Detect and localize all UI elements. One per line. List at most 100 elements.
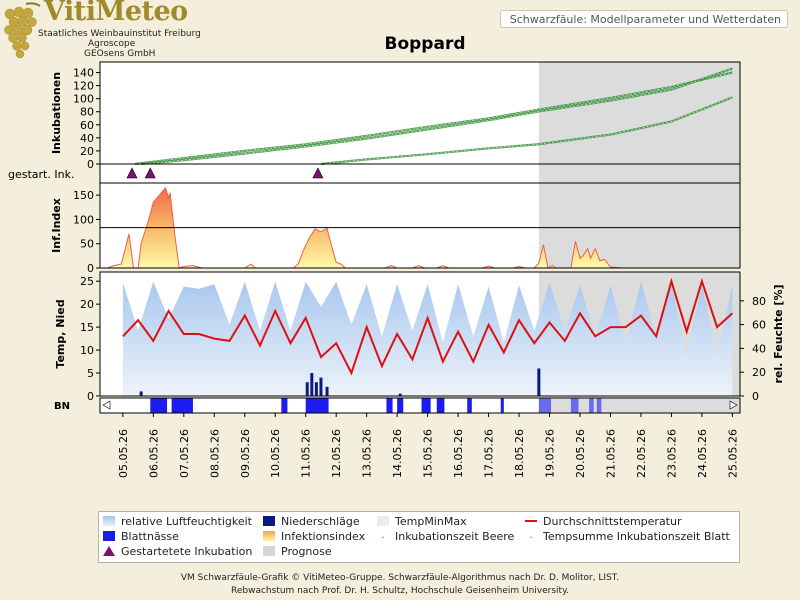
panel-bg-bn [100,398,740,413]
rain-bar [325,386,329,396]
x-tick-label: 12.05.26 [330,429,343,478]
ytick-label: 5 [87,367,94,380]
ytick-label: 150 [73,189,94,202]
ytick-label: 25 [80,275,94,288]
y2tick-label: 0 [752,390,759,403]
leaf-wetness-block [467,398,472,413]
leaf-wetness-block [436,398,445,413]
x-tick-label: 19.05.26 [544,429,557,478]
x-tick-label: 25.05.26 [726,429,739,478]
x-tick-label: 15.05.26 [422,429,435,478]
legend: relative Luftfeuchtigkeit Niederschläge … [98,511,740,563]
x-tick-label: 17.05.26 [483,429,496,478]
leaf-wetness-block [596,398,602,413]
chart-title: Boppard [384,34,466,54]
rain-bar [314,382,318,396]
ytick-label: 50 [80,238,94,251]
legend-label: relative Luftfeuchtigkeit [121,515,252,528]
org-line-2: Agroscope [88,39,136,49]
panel-frame-inf [99,182,741,269]
y2tick-label: 80 [752,295,766,308]
ytick-label: 140 [73,67,94,80]
x-tick-label: 16.05.26 [452,429,465,478]
ytick-label: 100 [73,93,94,106]
x-tick-label: 18.05.26 [513,429,526,478]
legend-label: Niederschläge [281,515,360,528]
ytick-label: 20 [80,145,94,158]
leaf-wetness-block [386,398,393,413]
legend-item-blattnaesse: Blattnässe [103,530,179,544]
x-tick-label: 11.05.26 [300,429,313,478]
prognosis-shade-gst [538,164,740,183]
logo: VitiMeteo Staatliches Weinbauinstitut Fr… [0,0,201,62]
legend-item-luftfeuchte: relative Luftfeuchtigkeit [103,515,252,529]
x-tick-label: 10.05.26 [269,429,282,478]
y2tick-label: 60 [752,319,766,332]
x-tick-label: 14.05.26 [391,429,404,478]
panel-bg-inf [100,183,740,268]
org-line-1: Staatliches Weinbauinstitut Freiburg [38,29,201,39]
legend-label: Infektionsindex [281,530,366,543]
leafwetness-swatch-icon [103,531,115,541]
legend-label: Blattnässe [121,530,179,543]
leaf-wetness-block [570,398,579,413]
leaf-wetness-block [397,398,404,413]
leaf-wetness-block [305,398,329,413]
footer-line-2: Rebwachstum nach Prof. Dr. H. Schultz, H… [231,586,569,596]
x-tick-label: 22.05.26 [635,429,648,478]
prognosis-shade-bn [538,398,740,413]
x-tick-label: 13.05.26 [361,429,374,478]
legend-item-infektionsindex: Infektionsindex [263,530,365,544]
legend-item-gestartete: Gestartetete Inkubation [103,545,252,559]
ylabel-gestartete: gestart. Ink. [8,168,74,181]
prognosis-swatch-icon [263,546,275,556]
incubation-line-hl-1 [134,72,733,165]
legend-label: Inkubationszeit Beere [395,530,515,543]
ytick-label: 0 [87,158,94,171]
leaf-wetness-block [538,398,552,413]
footer-line-1: VM Schwarzfäule-Grafik © VitiMeteo-Grupp… [180,573,620,583]
org-line-3: GEOsens GmbH [84,49,156,59]
ytick-label: 20 [80,298,94,311]
ytick-label: 0 [87,262,94,275]
prognosis-shade-inf [538,183,740,268]
ylabel-infindex: Inf.Index [50,198,63,253]
leaf-wetness-block [589,398,594,413]
ytick-label: 60 [80,119,94,132]
scroll-left-icon [102,400,111,410]
x-tick-label: 05.05.26 [117,429,130,478]
rain-bar [310,373,314,396]
x-tick-label: 07.05.26 [178,429,191,478]
ylabel-bn: BN [54,401,70,412]
rain-bar [305,382,309,396]
x-tick-label: 08.05.26 [208,429,221,478]
legend-label: TempMinMax [395,515,467,528]
leaf-wetness-block [150,398,168,413]
scroll-right-icon [729,400,738,410]
legend-label: Prognose [281,545,332,558]
incubation-start-marker [312,167,324,179]
x-tick-label: 06.05.26 [147,429,160,478]
legend-item-tempsumme-blatt: · Tempsumme Inkubationszeit Blatt [525,530,729,544]
rain-swatch-icon [263,516,275,526]
rain-bar [319,377,323,396]
rain-bar [537,368,541,396]
legend-item-inkubation-beere: · Inkubationszeit Beere [377,530,514,544]
legend-label: Durchschnittstemperatur [543,515,682,528]
subtitle-box: Schwarzfäule: Modellparameter und Wetter… [500,10,788,28]
ytick-label: 10 [80,344,94,357]
legend-item-niederschlag: Niederschläge [263,515,360,529]
y2tick-label: 40 [752,342,766,355]
panel-bg-gst [100,164,740,183]
ytick-label: 15 [80,321,94,334]
y2tick-label: 20 [752,366,766,379]
legend-label: Gestartetete Inkubation [121,545,253,558]
x-tick-label: 20.05.26 [574,429,587,478]
dot-swatch-icon: · [381,533,385,544]
leaf-wetness-block [281,398,288,413]
rain-bar [398,393,402,396]
triangle-swatch-icon [103,546,115,556]
ytick-label: 0 [87,390,94,403]
footer: VM Schwarzfäule-Grafik © VitiMeteo-Grupp… [0,572,800,598]
